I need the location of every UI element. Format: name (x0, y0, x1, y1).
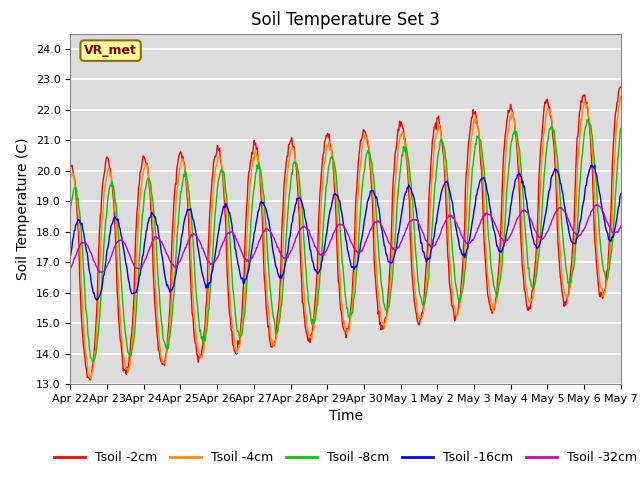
Tsoil -2cm (77, 291, 84, 297)
Tsoil -32cm (429, 244, 437, 250)
Tsoil -32cm (77, 242, 84, 248)
Tsoil -32cm (219, 240, 227, 246)
Tsoil -4cm (617, 94, 625, 99)
Tsoil -2cm (219, 172, 227, 178)
Tsoil -8cm (219, 169, 227, 175)
Tsoil -8cm (77, 218, 84, 224)
Tsoil -8cm (413, 268, 421, 274)
Tsoil -4cm (77, 248, 84, 253)
Tsoil -16cm (429, 237, 437, 242)
Tsoil -16cm (413, 215, 421, 221)
Tsoil -8cm (429, 206, 437, 212)
Tsoil -2cm (67, 163, 74, 168)
Tsoil -16cm (67, 253, 74, 259)
Line: Tsoil -32cm: Tsoil -32cm (70, 204, 621, 273)
Tsoil -2cm (429, 133, 437, 139)
Line: Tsoil -2cm: Tsoil -2cm (70, 87, 621, 380)
Line: Tsoil -4cm: Tsoil -4cm (70, 96, 621, 379)
Tsoil -32cm (98, 270, 106, 276)
Tsoil -4cm (190, 302, 198, 308)
Tsoil -32cm (413, 217, 421, 223)
Tsoil -4cm (67, 175, 74, 180)
Tsoil -4cm (413, 309, 421, 314)
Tsoil -32cm (617, 223, 625, 229)
Tsoil -16cm (93, 297, 100, 303)
Tsoil -2cm (134, 202, 141, 207)
Tsoil -32cm (190, 231, 198, 237)
Tsoil -8cm (583, 117, 591, 122)
Tsoil -16cm (134, 283, 141, 288)
Tsoil -8cm (617, 126, 625, 132)
Tsoil -32cm (134, 266, 141, 272)
Tsoil -4cm (134, 232, 141, 238)
Line: Tsoil -16cm: Tsoil -16cm (70, 166, 621, 300)
Tsoil -2cm (617, 84, 625, 90)
Tsoil -2cm (86, 377, 94, 383)
Tsoil -8cm (67, 206, 74, 212)
Tsoil -16cm (219, 207, 227, 213)
Tsoil -8cm (90, 359, 97, 364)
Tsoil -16cm (617, 191, 625, 196)
Tsoil -32cm (593, 202, 600, 207)
Tsoil -2cm (190, 325, 198, 331)
Legend: Tsoil -2cm, Tsoil -4cm, Tsoil -8cm, Tsoil -16cm, Tsoil -32cm: Tsoil -2cm, Tsoil -4cm, Tsoil -8cm, Tsoi… (49, 446, 640, 469)
Tsoil -2cm (413, 317, 421, 323)
X-axis label: Time: Time (328, 409, 363, 423)
Tsoil -16cm (77, 221, 84, 227)
Text: VR_met: VR_met (84, 44, 137, 57)
Tsoil -16cm (591, 163, 598, 168)
Tsoil -4cm (87, 376, 95, 382)
Y-axis label: Soil Temperature (C): Soil Temperature (C) (16, 138, 30, 280)
Tsoil -4cm (219, 168, 227, 174)
Line: Tsoil -8cm: Tsoil -8cm (70, 120, 621, 361)
Title: Soil Temperature Set 3: Soil Temperature Set 3 (251, 11, 440, 29)
Tsoil -32cm (67, 266, 74, 272)
Tsoil -8cm (134, 287, 141, 292)
Tsoil -4cm (429, 158, 437, 164)
Tsoil -8cm (190, 249, 198, 254)
Tsoil -16cm (190, 217, 198, 223)
